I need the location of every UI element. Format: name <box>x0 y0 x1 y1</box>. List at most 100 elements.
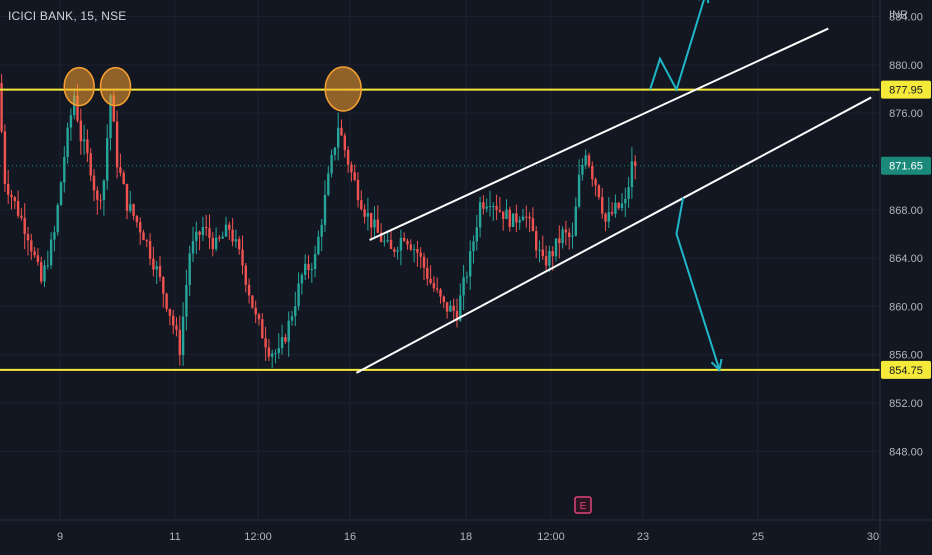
candle-body <box>535 231 538 251</box>
candle-body <box>188 253 191 285</box>
candle-body <box>508 209 511 227</box>
candle-body <box>538 249 541 251</box>
price-tick-label: 848.00 <box>889 446 923 458</box>
candle-body <box>614 202 617 214</box>
candle-body <box>158 266 162 278</box>
highlight-circle[interactable] <box>99 66 132 107</box>
candle-body <box>577 174 581 207</box>
candle-body <box>142 232 145 241</box>
current-price-label: 871.65 <box>889 161 923 173</box>
candle-body <box>162 277 165 294</box>
candle-body <box>198 231 201 235</box>
candle-body <box>280 337 284 349</box>
candle-body <box>271 353 274 357</box>
candle-body <box>634 161 637 166</box>
highlight-circle[interactable] <box>63 66 95 107</box>
candle-body <box>191 241 195 254</box>
candle-body <box>393 248 396 252</box>
candle-body <box>449 305 452 312</box>
candle-body <box>304 263 307 275</box>
candle-body <box>73 95 76 116</box>
candle-body <box>591 165 594 180</box>
candle-body <box>564 229 568 233</box>
breakdown-down-arrow[interactable] <box>675 197 721 371</box>
breakout-up-arrow[interactable] <box>649 0 706 93</box>
candle-body <box>594 179 597 186</box>
candle-body <box>353 172 356 180</box>
highlight-circle[interactable] <box>324 66 362 112</box>
candle-body <box>155 266 158 270</box>
symbol-title[interactable]: ICICI BANK, 15, NSE <box>8 9 127 23</box>
current-price-badge <box>881 156 931 175</box>
resistance-price-label: 877.95 <box>889 85 923 97</box>
candle-body <box>330 154 333 174</box>
candle-body <box>511 213 515 227</box>
candle-body <box>244 265 247 285</box>
candle-body <box>264 338 267 348</box>
price-tick-label: 880.00 <box>889 60 923 72</box>
candle-body <box>551 251 554 257</box>
time-tick-label: 9 <box>57 531 63 543</box>
candle-body <box>624 198 627 204</box>
candle-body <box>16 201 20 216</box>
candle-body <box>284 337 287 342</box>
time-tick-label: 12:00 <box>537 531 565 543</box>
candle-body <box>323 194 327 225</box>
candle-body <box>218 237 221 239</box>
candle-body <box>119 167 122 173</box>
candle-body <box>30 240 33 252</box>
channel-lower-line[interactable] <box>355 96 872 374</box>
candle-body <box>132 204 135 216</box>
candle-body <box>129 204 132 211</box>
channel-upper-line[interactable] <box>369 27 829 241</box>
candle-body <box>419 252 422 257</box>
candle-body <box>152 258 155 270</box>
candle-body <box>287 320 290 342</box>
candle-body <box>469 251 472 277</box>
candle-body <box>412 249 416 251</box>
candle-body <box>515 213 518 223</box>
candle-body <box>313 253 317 269</box>
candle-body <box>23 217 26 234</box>
event-marker-label: E <box>580 501 587 512</box>
candle-body <box>92 175 96 191</box>
candle-body <box>363 209 366 217</box>
candle-body <box>343 135 346 151</box>
candle-body <box>571 235 574 237</box>
candle-body <box>366 212 370 217</box>
candle-body <box>297 283 300 307</box>
candle-body <box>436 288 439 290</box>
candle-body <box>201 226 205 235</box>
candle-body <box>241 249 244 266</box>
candle-body <box>340 127 343 136</box>
candle-body <box>548 251 551 266</box>
candle-body <box>99 199 102 201</box>
candle-body <box>238 239 241 250</box>
candle-body <box>373 219 376 228</box>
candle-body <box>7 183 10 195</box>
candle-body <box>488 206 492 208</box>
candle-body <box>518 220 521 223</box>
candle-body <box>36 255 40 262</box>
candle-body <box>139 222 142 233</box>
candle-body <box>3 131 7 184</box>
currency-label: INR <box>889 9 908 21</box>
candle-body <box>485 206 488 209</box>
candles <box>0 74 637 369</box>
candle-body <box>228 224 231 230</box>
candle-body <box>630 161 634 188</box>
breakdown-down-arrow-head[interactable] <box>710 358 723 372</box>
candle-body <box>178 329 181 356</box>
candle-body <box>115 121 119 168</box>
event-marker[interactable] <box>574 496 592 514</box>
drawings[interactable] <box>0 0 880 374</box>
candle-body <box>20 215 23 218</box>
candle-body <box>396 250 399 252</box>
candle-body <box>554 238 558 257</box>
candle-body <box>96 190 99 200</box>
candle-body <box>356 179 360 201</box>
candle-body <box>327 173 330 195</box>
candle-body <box>472 241 475 252</box>
